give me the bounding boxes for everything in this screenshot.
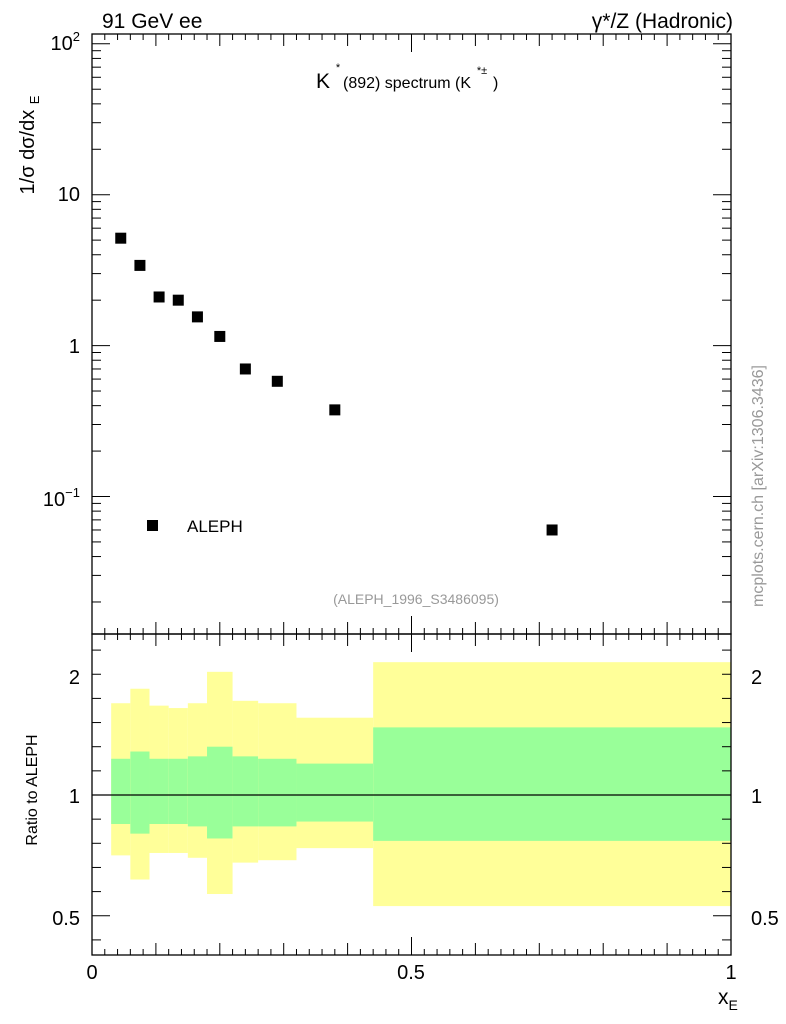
data-point-4 (191, 311, 203, 323)
axes (91, 33, 732, 956)
ratio-stat-band-9 (373, 727, 731, 841)
x-axis-label: xE (718, 986, 738, 1013)
ratio-stat-band-4 (187, 756, 208, 827)
x-tick-label-0.5: 0.5 (397, 962, 425, 984)
ratio-y-tick-label-2-right: 2 (751, 667, 762, 689)
legend-marker (147, 520, 158, 531)
title-rest-sup: *± (477, 65, 487, 77)
ratio-y-tick-label-1: 1 (69, 786, 80, 808)
plot-title: K * (892) spectrum (K *± ) (316, 53, 498, 93)
data-point-2 (153, 291, 165, 303)
ratio-y-tick-label-1-right: 1 (751, 786, 762, 808)
ratio-stat-band-8 (296, 763, 374, 822)
ratio-y-tick-label-0.5-right: 0.5 (751, 908, 779, 930)
header-right: γ*/Z (Hadronic) (592, 10, 733, 33)
ratio-stat-band-7 (258, 758, 297, 827)
x-tick-label-1: 1 (725, 962, 736, 984)
title-rest: (892) spectrum (K (343, 75, 471, 92)
analysis-id: (ALEPH_1996_S3486095) (333, 591, 499, 607)
header-left: 91 GeV ee (102, 10, 202, 33)
title-sup: * (336, 62, 341, 74)
data-point-9 (546, 524, 558, 536)
ratio-y-tick-label-2: 2 (69, 667, 80, 689)
ratio-stat-band-2 (149, 758, 169, 824)
ratio-y-axis-label: Ratio to ALEPH (24, 734, 41, 845)
ratio-stat-band-6 (232, 756, 259, 827)
ratio-bands (111, 662, 731, 907)
ratio-stat-band-0 (111, 758, 131, 824)
ratio-y-tick-label-0.5: 0.5 (52, 908, 80, 930)
watermark: mcplots.cern.ch [arXiv:1306.3436] (750, 365, 767, 607)
data-point-1 (134, 259, 146, 271)
y-tick-label-100: 102 (51, 29, 80, 55)
y-axis-label: 1/σ dσ/dx E (17, 95, 42, 194)
data-point-8 (329, 404, 341, 416)
y-axis-label-base: 1/σ dσ/dx (17, 110, 39, 195)
x-tick-label-0: 0 (86, 962, 97, 984)
legend-label: ALEPH (187, 517, 243, 536)
y-tick-label-0.1: 10−1 (43, 485, 80, 511)
data-point-0 (115, 232, 127, 244)
ratio-stat-band-5 (207, 746, 233, 839)
title-main: K (316, 70, 330, 93)
data-point-6 (239, 363, 251, 375)
main-plot-frame (91, 33, 732, 635)
y-tick-label-10: 10 (58, 184, 80, 206)
data-point-7 (271, 375, 283, 387)
y-axis-label-sub: E (27, 95, 42, 104)
data-point-3 (172, 294, 184, 306)
data-point-5 (214, 330, 226, 342)
y-tick-label-1: 1 (69, 336, 80, 358)
ratio-stat-band-1 (130, 751, 150, 834)
title-close: ) (493, 75, 498, 92)
data-points (115, 232, 558, 536)
ratio-stat-band-3 (168, 758, 188, 824)
